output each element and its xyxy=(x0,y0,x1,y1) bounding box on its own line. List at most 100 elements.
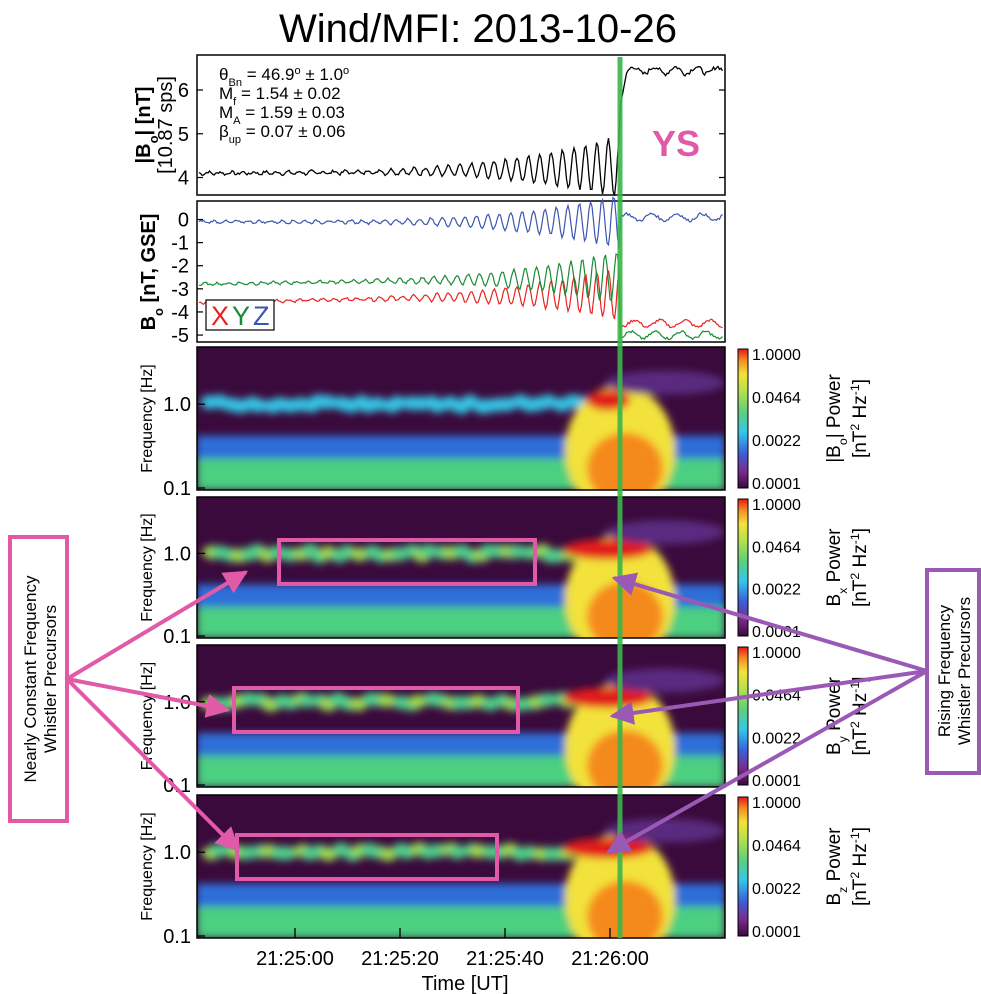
shock-param-1: Mf = 1.54 ± 0.02 xyxy=(219,84,341,108)
callout-right-arrow-1 xyxy=(611,572,928,673)
legend-Z: Z xyxy=(253,301,270,331)
legend-Y: Y xyxy=(232,301,250,331)
whistler-band-cell xyxy=(248,398,267,413)
colorbar-tick-label: 1.0000 xyxy=(752,497,801,514)
whistler-band-cell xyxy=(278,846,297,861)
chart-title: Wind/MFI: 2013-10-26 xyxy=(279,7,677,51)
callout-left-line2: Whistler Precursors xyxy=(41,605,60,753)
colorbar-tick-label: 0.0001 xyxy=(752,924,801,941)
whistler-band-cell xyxy=(538,692,557,707)
bmag-ytick-label: 6 xyxy=(178,80,189,102)
colorbar-units: [nT2 Hz-1] xyxy=(848,827,871,906)
heatmap-ytick-label: 0.1 xyxy=(163,478,191,500)
callout-left: Nearly Constant Frequency Whistler Precu… xyxy=(8,535,249,852)
callout-right-line1: Rising Frequency xyxy=(935,604,954,737)
colorbar-tick-label: 1.0000 xyxy=(752,645,801,662)
whistler-band-cell xyxy=(548,548,567,563)
colorbar-label: |Bo| Power xyxy=(824,374,850,463)
heatmap-ytick-label: 0.1 xyxy=(163,926,191,948)
shock-power-orange xyxy=(587,730,663,787)
heatmap-body xyxy=(197,497,725,638)
heatmap-ylabel: Frequency [Hz] xyxy=(139,662,156,770)
bcomp-ytick-label: 0 xyxy=(178,209,189,231)
callout-left-arrow-3 xyxy=(65,677,240,852)
precursor-highlight-box xyxy=(235,833,499,881)
callout-left-box xyxy=(8,535,69,823)
colorbar-tick-label: 0.0022 xyxy=(752,730,801,747)
heatmap-ylabel: Frequency [Hz] xyxy=(139,812,156,920)
heatmap-ylabel: Frequency [Hz] xyxy=(139,364,156,472)
heatmap-blobs xyxy=(197,370,725,490)
bcomp-series-X xyxy=(198,269,723,329)
bmag-ytick-label: 4 xyxy=(178,168,189,190)
shock-power-orange xyxy=(587,432,663,490)
postshock-band xyxy=(605,668,725,693)
precursor-highlight-box xyxy=(277,538,537,586)
bcomp-series-Y xyxy=(198,253,723,341)
precursor-highlight-box xyxy=(232,686,520,734)
postshock-band xyxy=(605,818,725,843)
callout-left-arrow-2 xyxy=(66,677,231,718)
bcomp-ytick-label: -5 xyxy=(171,325,189,347)
whistler-band-cell xyxy=(419,544,438,559)
colorbar-tick-label: 1.0000 xyxy=(752,347,801,364)
callout-right: Rising Frequency Whistler Precursors xyxy=(605,568,981,854)
legend-X: X xyxy=(211,301,229,331)
x-tick-label: 21:25:40 xyxy=(466,948,544,970)
heatmap-body xyxy=(197,347,725,490)
x-tick-label: 21:25:00 xyxy=(256,948,334,970)
colorbar xyxy=(737,348,749,489)
callout-right-arrow-2 xyxy=(609,669,928,725)
heatmap-frame xyxy=(196,644,726,788)
heatmap-frame xyxy=(196,794,726,939)
bcomp-legend-box xyxy=(205,299,275,331)
heatmap-blobs xyxy=(197,818,725,938)
whistler-band-cell xyxy=(539,394,558,409)
heatmap-ytick-label: 1.0 xyxy=(163,842,191,864)
callout-right-box xyxy=(925,568,981,775)
colorbar-units: [nT2 Hz-1] xyxy=(848,379,871,458)
colorbar xyxy=(737,498,749,637)
bcomp-ytick-label: -4 xyxy=(171,302,189,324)
shock-param-3: βup = 0.07 ± 0.06 xyxy=(219,122,345,146)
callout-left-arrow-1 xyxy=(65,570,249,681)
whistler-band-cell xyxy=(508,544,527,559)
x-tick-label: 21:25:20 xyxy=(361,948,439,970)
whistler-band-cell xyxy=(318,395,337,410)
bcomp-series-Z xyxy=(198,196,723,249)
panel-bmag-frame xyxy=(196,54,726,196)
heatmap-body xyxy=(197,795,725,938)
bcomp-ytick-label: -2 xyxy=(171,256,189,278)
x-tick-label: 21:26:00 xyxy=(571,948,649,970)
whistler-band-cell xyxy=(378,693,397,708)
colorbar-tick-label: 0.0022 xyxy=(752,582,801,599)
postshock-band xyxy=(605,370,725,395)
bcomp-ytick-label: -1 xyxy=(171,233,189,255)
colorbar-tick-label: 0.0001 xyxy=(752,773,801,790)
bcomp-ytick-label: -3 xyxy=(171,279,189,301)
colorbar-tick-label: 0.0022 xyxy=(752,881,801,898)
colorbar-tick-label: 0.0022 xyxy=(752,433,801,450)
bmag-ytick-label: 5 xyxy=(178,124,189,146)
bcomp-ylabel: Bo [nT, GSE] xyxy=(138,214,166,331)
whistler-band-cell xyxy=(388,396,407,411)
colorbar-units: [nT2 Hz-1] xyxy=(848,528,871,607)
colorbar-label: Bx Power xyxy=(824,528,850,607)
heatmap-body xyxy=(197,645,725,787)
whistler-band-cell xyxy=(368,396,387,411)
shock-power-red xyxy=(586,390,630,411)
heatmap-frame xyxy=(196,496,726,639)
whistler-band-cell xyxy=(408,694,427,709)
whistler-band-cell xyxy=(298,693,317,708)
heatmap-ylabel: Frequency [Hz] xyxy=(139,513,156,621)
shock-power-orange xyxy=(587,581,663,638)
shock-param-2: MA = 1.59 ± 0.03 xyxy=(219,103,345,127)
heatmap-ytick-label: 0.1 xyxy=(163,626,191,648)
callout-right-line2: Whistler Precursors xyxy=(955,597,974,745)
whistler-band-cell xyxy=(469,844,488,859)
colorbar-tick-label: 0.0464 xyxy=(752,838,801,855)
colorbar-tick-label: 0.0464 xyxy=(752,539,801,556)
